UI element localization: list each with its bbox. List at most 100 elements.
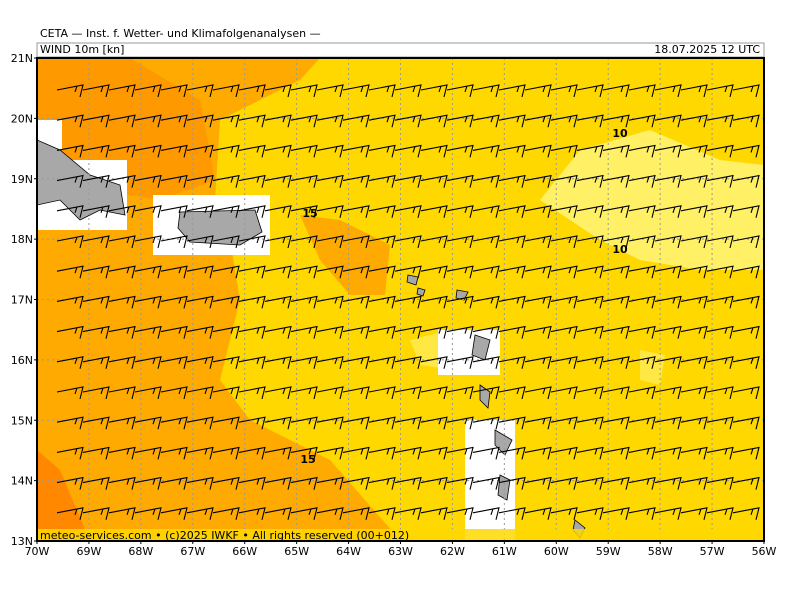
wind-barb [498,205,526,218]
wind-barb [368,386,396,400]
wind-barb [394,446,422,460]
wind-barb [550,174,578,188]
lon-label: 67W [180,545,205,558]
wind-barb [316,507,344,520]
lat-label: 17N [11,294,33,307]
wind-band [540,130,764,270]
wind-barb [394,386,422,400]
wind-barb [368,507,396,520]
wind-barb [238,476,266,490]
wind-barb [134,144,162,158]
wind-barb [654,174,682,188]
wind-barb [706,235,734,249]
wind-barb [628,114,656,128]
wind-barb [576,416,604,430]
wind-barb [420,265,448,279]
wind-barb [186,356,214,369]
wind-barb [550,205,578,218]
wind-barb [446,174,474,188]
lon-label: 58W [648,545,673,558]
wind-barb [134,114,162,128]
wind-barb [498,235,526,249]
wind-barb [524,446,552,460]
wind-barb [706,295,734,309]
wind-band [300,215,390,295]
wind-barb [212,386,240,400]
wind-barb [56,446,84,460]
wind-barb [628,84,656,98]
wind-barb [498,114,526,128]
wind-barb [576,446,604,460]
wind-barb [420,174,448,188]
wind-barb [290,416,318,430]
wind-barb [342,174,370,188]
wind-barb [472,356,500,369]
wind-barb [420,235,448,249]
wind-barb [420,295,448,309]
wind-barb [420,416,448,430]
wind-barb [498,295,526,309]
wind-barb [264,144,292,158]
wind-barb [602,325,630,339]
wind-barb [472,144,500,158]
wind-barb [108,507,136,520]
wind-barb [342,386,370,400]
wind-barb [550,114,578,128]
lat-label: 20N [11,112,33,125]
wind-barb [706,446,734,460]
wind-barb [706,144,734,158]
lon-label: 64W [336,545,361,558]
wind-barb [316,114,344,128]
wind-barb [212,476,240,490]
wind-barb [602,446,630,460]
lon-label: 60W [544,545,569,558]
wind-barb [186,235,214,249]
wind-barb [394,416,422,430]
wind-barb [446,356,474,369]
wind-barb [446,295,474,309]
wind-barb [602,265,630,279]
wind-barb [550,235,578,249]
wind-barb [368,295,396,309]
wind-barb [264,386,292,400]
wind-barb [290,174,318,188]
wind-barb [342,325,370,339]
wind-barb [316,446,344,460]
wind-barb [472,386,500,400]
wind-barb [680,356,708,369]
wind-barb [654,205,682,218]
wind-barb [446,507,474,520]
wind-barb [602,114,630,128]
wind-barb [680,295,708,309]
wind-barb [186,144,214,158]
wind-barb [342,235,370,249]
wind-barb [368,446,396,460]
wind-barb [186,114,214,128]
wind-barb [654,144,682,158]
wind-barb [602,386,630,400]
wind-barb [680,386,708,400]
wind-barb [342,114,370,128]
contour-label: 10 [612,243,628,256]
wind-barb [446,416,474,430]
wind-barb [394,144,422,158]
wind-barb [134,174,162,188]
wind-barb [342,446,370,460]
wind-barb [706,507,734,520]
wind-barb [602,476,630,490]
wind-barb [56,265,84,279]
wind-barb [602,144,630,158]
island [37,139,126,221]
wind-barb [264,356,292,369]
wind-barb [160,325,188,339]
wind-barb [56,174,84,188]
wind-barb [420,144,448,158]
wind-barb [82,507,110,520]
wind-barb [212,356,240,369]
wind-barb [290,84,318,98]
wind-barb [56,235,84,249]
wind-barb [290,235,318,249]
wind-barb [316,386,344,400]
wind-barb [524,144,552,158]
